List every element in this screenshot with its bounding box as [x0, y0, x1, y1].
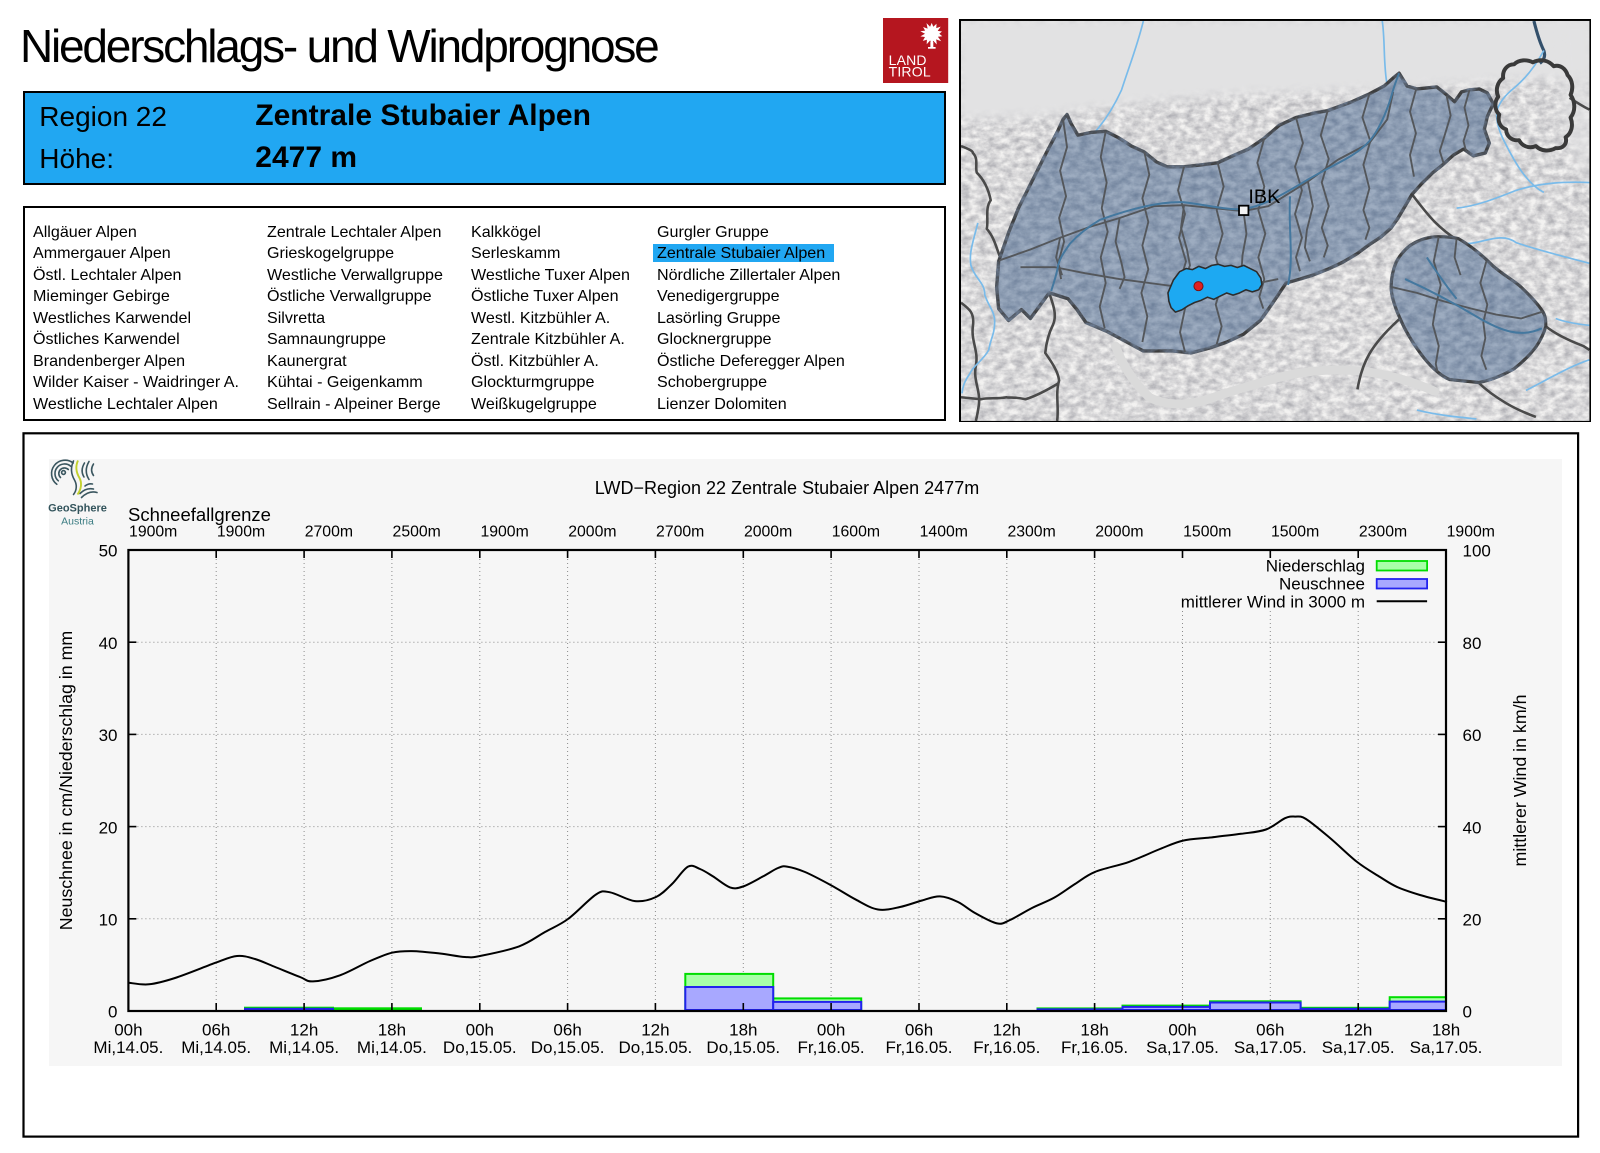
- svg-text:2000m: 2000m: [1095, 523, 1143, 540]
- svg-text:1400m: 1400m: [920, 523, 968, 540]
- svg-text:Fr,16.05.: Fr,16.05.: [973, 1038, 1040, 1057]
- svg-text:Sa,17.05.: Sa,17.05.: [1322, 1038, 1395, 1057]
- svg-text:Sa,17.05.: Sa,17.05.: [1410, 1038, 1483, 1057]
- svg-text:2000m: 2000m: [568, 523, 616, 540]
- svg-text:00h: 00h: [466, 1021, 494, 1040]
- svg-text:06h: 06h: [905, 1021, 933, 1040]
- svg-text:18h: 18h: [378, 1021, 406, 1040]
- svg-text:Do,15.05.: Do,15.05.: [531, 1038, 605, 1057]
- svg-text:0: 0: [108, 1003, 117, 1022]
- svg-text:12h: 12h: [290, 1021, 318, 1040]
- svg-text:1500m: 1500m: [1271, 523, 1319, 540]
- svg-text:00h: 00h: [114, 1021, 142, 1040]
- svg-text:2300m: 2300m: [1359, 523, 1407, 540]
- svg-text:Fr,16.05.: Fr,16.05.: [1061, 1038, 1128, 1057]
- svg-text:2700m: 2700m: [305, 523, 353, 540]
- svg-text:20: 20: [1463, 911, 1482, 930]
- svg-text:60: 60: [1463, 726, 1482, 745]
- svg-text:Neuschnee in cm/Niederschlag i: Neuschnee in cm/Niederschlag in mm: [56, 631, 76, 930]
- svg-text:Mi,14.05.: Mi,14.05.: [93, 1038, 163, 1057]
- svg-text:Mi,14.05.: Mi,14.05.: [357, 1038, 427, 1057]
- svg-text:10: 10: [99, 911, 118, 930]
- svg-text:12h: 12h: [1344, 1021, 1372, 1040]
- svg-text:0: 0: [1463, 1003, 1472, 1022]
- svg-text:IBK: IBK: [1248, 186, 1280, 208]
- svg-text:18h: 18h: [729, 1021, 757, 1040]
- svg-text:mittlerer Wind in 3000 m: mittlerer Wind in 3000 m: [1181, 592, 1365, 611]
- svg-text:2700m: 2700m: [656, 523, 704, 540]
- svg-text:Sa,17.05.: Sa,17.05.: [1234, 1038, 1307, 1057]
- svg-text:12h: 12h: [993, 1021, 1021, 1040]
- svg-text:Schneefallgrenze: Schneefallgrenze: [128, 504, 271, 525]
- svg-text:2300m: 2300m: [1007, 523, 1055, 540]
- svg-text:1600m: 1600m: [832, 523, 880, 540]
- svg-text:40: 40: [1463, 818, 1482, 837]
- svg-text:1900m: 1900m: [1447, 523, 1495, 540]
- svg-text:30: 30: [99, 726, 118, 745]
- svg-text:80: 80: [1463, 634, 1482, 653]
- svg-text:100: 100: [1463, 542, 1491, 561]
- svg-text:1500m: 1500m: [1183, 523, 1231, 540]
- svg-text:1900m: 1900m: [129, 523, 177, 540]
- svg-text:Fr,16.05.: Fr,16.05.: [885, 1038, 952, 1057]
- svg-text:1900m: 1900m: [480, 523, 528, 540]
- svg-text:mittlerer Wind in km/h: mittlerer Wind in km/h: [1510, 695, 1530, 867]
- svg-text:Sa,17.05.: Sa,17.05.: [1146, 1038, 1219, 1057]
- svg-text:1900m: 1900m: [217, 523, 265, 540]
- svg-text:Mi,14.05.: Mi,14.05.: [181, 1038, 251, 1057]
- svg-text:40: 40: [99, 634, 118, 653]
- svg-text:50: 50: [99, 542, 118, 561]
- svg-text:00h: 00h: [817, 1021, 845, 1040]
- svg-text:18h: 18h: [1080, 1021, 1108, 1040]
- svg-text:LWD−Region 22 Zentrale Stubaie: LWD−Region 22 Zentrale Stubaier Alpen 24…: [595, 478, 979, 498]
- svg-text:Fr,16.05.: Fr,16.05.: [798, 1038, 865, 1057]
- svg-text:Do,15.05.: Do,15.05.: [706, 1038, 780, 1057]
- svg-text:Austria: Austria: [61, 516, 94, 528]
- svg-text:20: 20: [99, 818, 118, 837]
- svg-text:12h: 12h: [641, 1021, 669, 1040]
- svg-text:Do,15.05.: Do,15.05.: [443, 1038, 517, 1057]
- svg-text:06h: 06h: [553, 1021, 581, 1040]
- svg-text:Niederschlag: Niederschlag: [1266, 557, 1365, 576]
- svg-text:18h: 18h: [1432, 1021, 1460, 1040]
- svg-text:06h: 06h: [202, 1021, 230, 1040]
- svg-text:2000m: 2000m: [744, 523, 792, 540]
- svg-text:00h: 00h: [1168, 1021, 1196, 1040]
- svg-text:Do,15.05.: Do,15.05.: [619, 1038, 693, 1057]
- svg-text:2500m: 2500m: [393, 523, 441, 540]
- svg-text:GeoSphere: GeoSphere: [48, 503, 107, 515]
- svg-text:Mi,14.05.: Mi,14.05.: [269, 1038, 339, 1057]
- svg-text:Neuschnee: Neuschnee: [1279, 575, 1365, 594]
- svg-text:06h: 06h: [1256, 1021, 1284, 1040]
